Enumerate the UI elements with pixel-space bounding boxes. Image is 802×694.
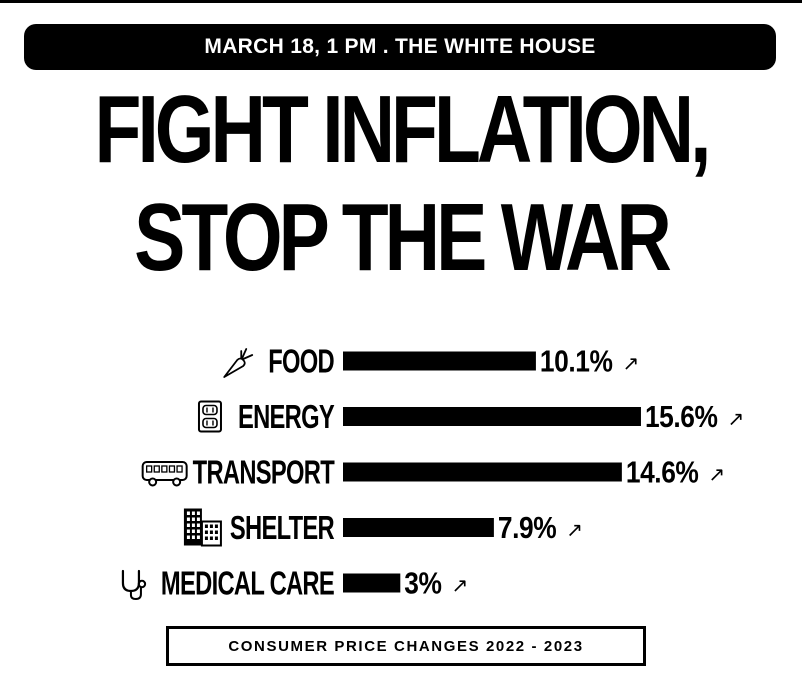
trend-arrow-icon: ↗ bbox=[728, 407, 745, 431]
building-icon bbox=[183, 508, 222, 547]
carrot-icon bbox=[223, 348, 254, 378]
outlet-icon bbox=[197, 400, 222, 433]
category-label: MEDICAL CARE bbox=[161, 566, 335, 603]
event-banner-text: MARCH 18, 1 PM . THE WHITE HOUSE bbox=[204, 35, 596, 58]
chart-row-shelter: SHELTER 7.9% ↗ bbox=[183, 508, 583, 547]
caption-text: CONSUMER PRICE CHANGES 2022 - 2023 bbox=[228, 637, 584, 655]
bar bbox=[343, 518, 494, 537]
value-label: 3% bbox=[404, 567, 441, 601]
category-label: FOOD bbox=[268, 344, 334, 381]
category-label: ENERGY bbox=[238, 399, 335, 436]
trend-arrow-icon: ↗ bbox=[708, 462, 725, 486]
category-label: TRANSPORT bbox=[193, 455, 335, 492]
trend-arrow-icon: ↗ bbox=[622, 351, 639, 375]
event-banner: MARCH 18, 1 PM . THE WHITE HOUSE bbox=[24, 24, 776, 70]
bar bbox=[343, 462, 622, 482]
value-label: 10.1% bbox=[540, 345, 613, 379]
bus-icon bbox=[141, 461, 188, 487]
top-rule bbox=[0, 0, 802, 3]
chart-row-medical-care: MEDICAL CARE 3% ↗ bbox=[121, 566, 469, 603]
value-label: 7.9% bbox=[498, 511, 556, 545]
caption-box: CONSUMER PRICE CHANGES 2022 - 2023 bbox=[166, 626, 646, 666]
trend-arrow-icon: ↗ bbox=[452, 573, 469, 597]
chart-row-food: FOOD 10.1% ↗ bbox=[223, 344, 639, 381]
price-change-bar-chart: FOOD 10.1% ↗ENERGY 15.6% ↗TRANSPORT 14.6% ↗SHE… bbox=[121, 344, 745, 603]
headline-line-1: FIGHT INFLATION, bbox=[94, 76, 712, 183]
value-label: 14.6% bbox=[626, 456, 699, 490]
headline: FIGHT INFLATION, STOP THE WAR bbox=[0, 76, 802, 292]
bar bbox=[343, 407, 641, 426]
bar bbox=[343, 573, 401, 593]
value-label: 15.6% bbox=[645, 400, 718, 434]
stethoscope-icon bbox=[121, 569, 147, 601]
chart-row-transport: TRANSPORT 14.6% ↗ bbox=[141, 455, 725, 492]
trend-arrow-icon: ↗ bbox=[566, 518, 583, 542]
headline-line-2: STOP THE WAR bbox=[134, 184, 672, 291]
chart-row-energy: ENERGY 15.6% ↗ bbox=[197, 399, 745, 436]
bar bbox=[343, 351, 536, 371]
category-label: SHELTER bbox=[230, 510, 335, 547]
